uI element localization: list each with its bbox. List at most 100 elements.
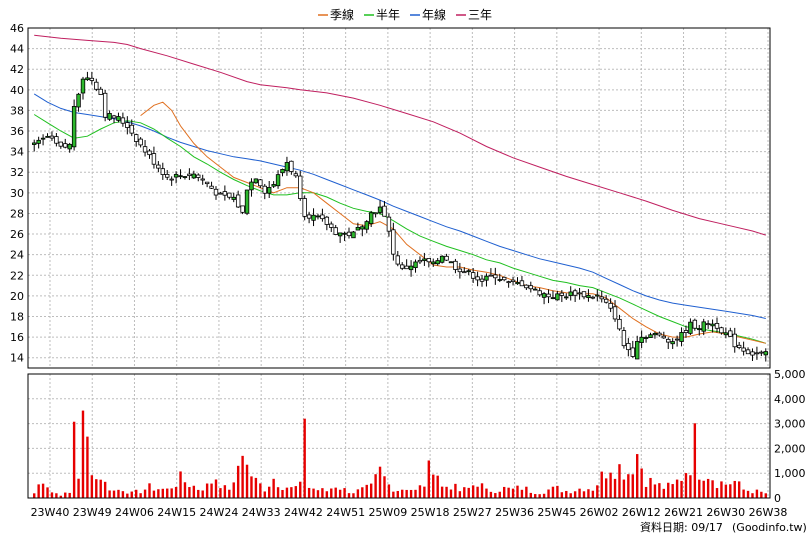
volume-bar <box>41 483 45 498</box>
candle-body-up <box>568 291 573 296</box>
candle-body-down <box>546 293 551 298</box>
candle-body-up <box>107 113 112 120</box>
candle-body-up <box>360 226 365 230</box>
candlestick <box>568 286 573 301</box>
candle-body-up <box>679 332 684 342</box>
volume-bar <box>467 487 470 498</box>
candlestick <box>302 195 307 221</box>
candlestick <box>435 257 440 266</box>
candlestick <box>204 181 210 188</box>
candlestick <box>275 170 281 189</box>
candlestick <box>457 262 463 279</box>
candle-body-down <box>493 274 498 279</box>
candlestick <box>218 191 223 195</box>
candle-body-down <box>333 227 338 235</box>
candle-body-down <box>147 150 152 156</box>
candlestick <box>444 253 449 261</box>
volume-bar <box>374 474 377 498</box>
volume-bar <box>392 491 395 498</box>
candle-body-up <box>182 176 188 178</box>
candle-body-up <box>643 337 649 339</box>
candlestick <box>431 258 436 267</box>
volume-bars <box>33 410 767 498</box>
candle-body-down <box>759 351 764 354</box>
candle-body-down <box>719 327 724 334</box>
volume-bar <box>746 490 750 498</box>
candlestick <box>417 256 423 264</box>
candle-body-up <box>670 341 675 345</box>
price-tick-label: 18 <box>10 310 24 323</box>
candle-body-up <box>439 255 445 263</box>
footer-source: (Goodinfo.tw) <box>732 521 807 534</box>
candle-body-down <box>705 323 711 326</box>
candle-body-down <box>133 134 139 142</box>
candle-body-up <box>116 116 121 121</box>
volume-bar <box>551 486 555 498</box>
candlestick <box>94 78 99 92</box>
volume-bar <box>569 493 572 498</box>
volume-bar <box>334 487 337 498</box>
candle-body-down <box>506 281 511 284</box>
volume-bar <box>684 473 688 498</box>
candle-body-up <box>76 93 81 108</box>
volume-bar <box>591 490 595 498</box>
candlestick <box>284 156 290 176</box>
candlestick <box>45 133 50 138</box>
volume-bar <box>449 489 453 498</box>
volume-bar <box>352 493 355 498</box>
volume-bar <box>649 477 652 498</box>
candle-body-up <box>595 294 600 297</box>
candle-body-down <box>736 344 742 349</box>
volume-bar <box>272 478 275 498</box>
candlestick <box>599 290 604 303</box>
candle-body-up <box>413 261 418 269</box>
candle-body-down <box>572 290 578 296</box>
candle-body-down <box>156 164 161 169</box>
candle-body-down <box>329 223 334 228</box>
volume-bar <box>724 484 728 498</box>
volume-bar <box>409 489 413 498</box>
x-tick-label: 26W38 <box>749 506 788 519</box>
candle-body-down <box>612 306 618 320</box>
candle-body-down <box>728 330 733 337</box>
volume-bar <box>245 464 249 498</box>
candlestick <box>630 340 635 358</box>
candlestick <box>98 86 103 95</box>
volume-bar <box>121 491 125 498</box>
candlestick <box>360 224 365 237</box>
price-tick-label: 30 <box>10 187 24 200</box>
candlestick <box>688 318 693 335</box>
candle-body-down <box>603 298 609 303</box>
volume-bar <box>126 493 129 498</box>
volume-bar <box>214 479 218 498</box>
candle-body-down <box>165 174 170 178</box>
candlestick <box>40 134 46 146</box>
candlestick <box>488 268 494 277</box>
price-tick-label: 44 <box>10 43 24 56</box>
candle-body-up <box>431 261 436 265</box>
volume-bar <box>573 491 577 498</box>
candle-body-down <box>400 264 405 269</box>
volume-bar <box>729 484 732 498</box>
volume-bar <box>343 488 346 498</box>
volume-bar <box>560 492 564 498</box>
candlestick <box>58 141 64 149</box>
candle-body-down <box>657 332 662 336</box>
volume-bar <box>183 482 187 498</box>
volume-bar <box>77 478 80 498</box>
volume-bar <box>476 486 479 498</box>
volume-bar <box>640 468 643 498</box>
candle-body-down <box>745 349 751 355</box>
candlestick <box>116 112 121 123</box>
volume-bar <box>321 488 324 498</box>
candle-body-down <box>382 205 387 217</box>
price-tick-label: 38 <box>10 104 24 117</box>
candlestick <box>111 114 117 124</box>
volume-bar <box>117 489 120 498</box>
x-tick-label: 26W02 <box>580 506 619 519</box>
candlestick <box>306 211 312 224</box>
candle-body-up <box>550 297 556 300</box>
candlestick <box>258 178 263 189</box>
